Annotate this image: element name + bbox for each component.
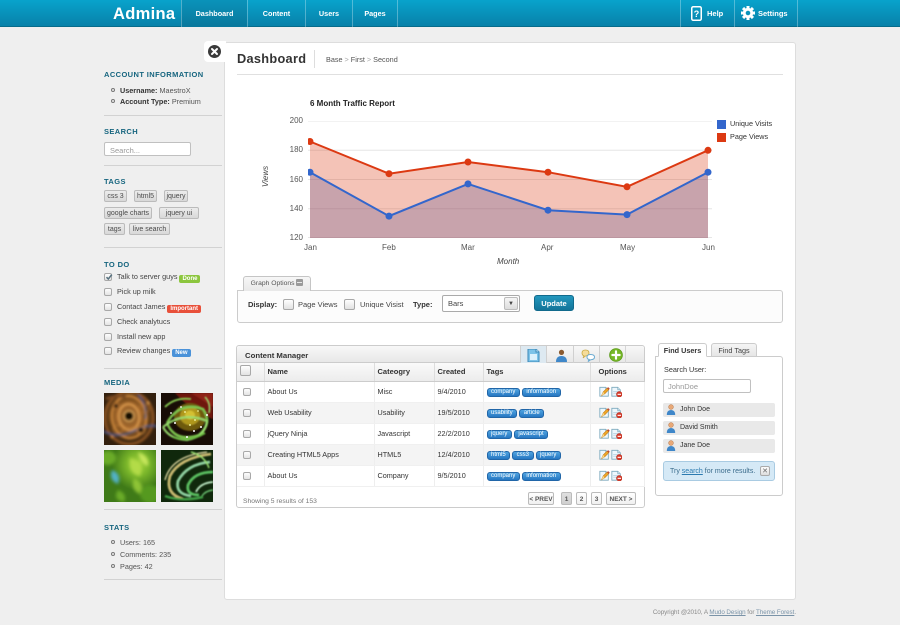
svg-text:?: ?: [694, 9, 700, 19]
